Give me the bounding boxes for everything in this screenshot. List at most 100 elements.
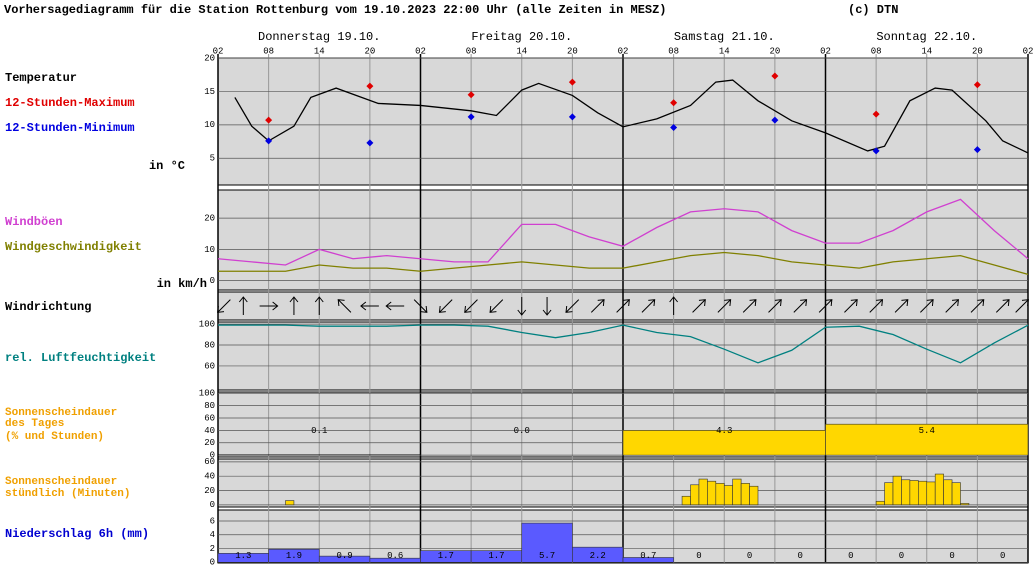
value-label: 0 [1000, 551, 1005, 561]
value-label: 0 [848, 551, 853, 561]
value-label: 1.7 [438, 551, 454, 561]
legend-label: Windgeschwindigkeit [5, 240, 142, 254]
legend-label: stündlich (Minuten) [5, 488, 130, 500]
wind-arrow [793, 299, 808, 313]
wind-arrow [438, 299, 453, 313]
wind-arrow [517, 297, 527, 316]
bar [622, 430, 826, 456]
y-tick-label: 40 [204, 426, 215, 436]
line [234, 79, 1029, 154]
legend-label: 12-Stunden-Maximum [5, 96, 135, 110]
legend-label: Temperatur [5, 71, 77, 85]
day-label: Freitag 20.10. [471, 30, 572, 44]
bar [918, 480, 928, 506]
line [218, 324, 1029, 364]
y-tick-label: 80 [204, 401, 215, 411]
value-label: 0 [949, 551, 954, 561]
x-tick-label: 08 [466, 46, 477, 56]
line [218, 251, 1029, 276]
value-label: 0 [899, 551, 904, 561]
value-label: 1.3 [235, 551, 251, 561]
bar [732, 478, 742, 506]
bar [723, 485, 733, 506]
bar [572, 546, 624, 563]
y-tick-label: 0 [210, 276, 215, 286]
marker [670, 99, 678, 107]
unit-label: in °C [149, 159, 185, 173]
x-tick-label: 14 [719, 46, 730, 56]
wind-arrow [920, 299, 934, 313]
x-tick-label: 14 [314, 46, 325, 56]
y-tick-label: 4 [210, 530, 215, 540]
x-tick-label: 02 [415, 46, 426, 56]
legend-label: Sonnenscheindauer [5, 407, 117, 419]
marker [568, 113, 576, 121]
legend-label: Niederschlag 6h (mm) [5, 527, 149, 541]
wind-arrow [217, 299, 231, 313]
value-label: 4.3 [716, 426, 732, 436]
bar [960, 503, 970, 506]
y-tick-label: 20 [204, 53, 215, 63]
marker [771, 116, 779, 124]
bar [285, 500, 295, 506]
legend-label: rel. Luftfeuchtigkeit [5, 351, 156, 365]
title: Vorhersagediagramm für die Station Rotte… [4, 3, 667, 17]
x-tick-label: 02 [1023, 46, 1034, 56]
y-tick-label: 20 [204, 486, 215, 496]
y-tick-label: 5 [210, 154, 215, 164]
marker [872, 110, 880, 118]
wind-arrow [385, 301, 405, 311]
wind-arrow [768, 299, 782, 313]
wind-arrow [238, 296, 248, 315]
y-tick-label: 2 [210, 544, 215, 554]
wind-arrow [542, 297, 552, 316]
marker [670, 124, 678, 132]
wind-arrow [742, 299, 757, 313]
wind-arrow [669, 296, 679, 315]
bar [740, 483, 750, 506]
legend-label: Windböen [5, 215, 63, 229]
bar [943, 479, 953, 506]
value-label: 0 [696, 551, 701, 561]
marker [771, 72, 779, 80]
wind-arrow [616, 299, 630, 313]
value-label: 2.2 [590, 551, 606, 561]
y-tick-label: 40 [204, 472, 215, 482]
value-label: 1.7 [488, 551, 504, 561]
y-tick-label: 80 [204, 340, 215, 350]
y-tick-label: 10 [204, 245, 215, 255]
wind-arrow [717, 299, 732, 313]
wind-arrow [413, 299, 428, 313]
y-tick-label: 0 [210, 558, 215, 565]
wind-arrow [337, 299, 352, 313]
bar [749, 485, 759, 506]
wind-arrow [314, 296, 324, 315]
wind-arrow [641, 299, 656, 313]
y-tick-label: 20 [204, 438, 215, 448]
line [217, 198, 1029, 266]
value-label: 0.1 [311, 426, 327, 436]
y-tick-label: 10 [204, 120, 215, 130]
y-tick-label: 0 [210, 500, 215, 510]
x-tick-label: 14 [921, 46, 932, 56]
y-tick-label: 15 [204, 87, 215, 97]
value-label: 5.7 [539, 551, 555, 561]
wind-arrow [464, 299, 478, 313]
marker [467, 113, 475, 121]
x-tick-label: 08 [668, 46, 679, 56]
y-tick-label: 100 [199, 389, 215, 399]
bar [715, 483, 725, 506]
day-label: Donnerstag 19.10. [258, 30, 380, 44]
bar [951, 482, 961, 506]
bar [698, 478, 708, 506]
bar [622, 557, 674, 563]
wind-arrow [894, 299, 909, 313]
bar [681, 495, 691, 506]
bar [218, 454, 421, 456]
wind-arrow [1015, 299, 1029, 313]
x-tick-label: 02 [213, 46, 224, 56]
x-tick-label: 08 [263, 46, 274, 56]
marker [366, 82, 374, 90]
wind-arrow [818, 299, 833, 313]
bar [901, 479, 911, 506]
